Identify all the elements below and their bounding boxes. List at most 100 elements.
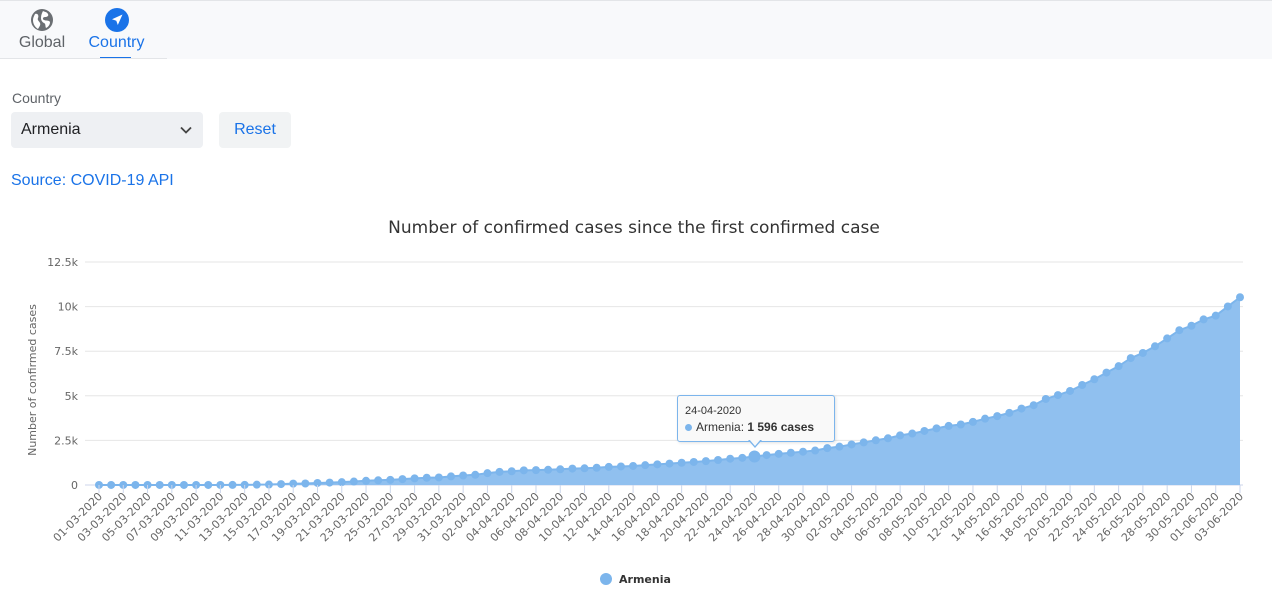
data-point[interactable] [471, 470, 480, 479]
data-point[interactable] [1211, 311, 1220, 320]
data-point[interactable] [1090, 375, 1099, 384]
data-point[interactable] [240, 480, 249, 489]
data-point[interactable] [459, 471, 468, 480]
data-point[interactable] [568, 464, 577, 473]
data-point-hovered[interactable] [748, 450, 761, 463]
data-point[interactable] [786, 448, 795, 457]
data-point[interactable] [204, 480, 213, 489]
data-point[interactable] [544, 465, 553, 474]
data-point[interactable] [981, 414, 990, 423]
data-point[interactable] [119, 480, 128, 489]
data-point[interactable] [167, 480, 176, 489]
data-point[interactable] [531, 466, 540, 475]
data-point[interactable] [507, 467, 516, 476]
data-point[interactable] [908, 429, 917, 438]
data-point[interactable] [495, 467, 504, 476]
data-point[interactable] [131, 480, 140, 489]
data-point[interactable] [398, 475, 407, 484]
data-point[interactable] [228, 480, 237, 489]
data-point[interactable] [289, 479, 298, 488]
data-point[interactable] [920, 426, 929, 435]
data-point[interactable] [1126, 354, 1135, 363]
data-point[interactable] [216, 480, 225, 489]
data-point[interactable] [1199, 315, 1208, 324]
data-point[interactable] [362, 476, 371, 485]
data-point[interactable] [143, 480, 152, 489]
source-link[interactable]: Source: COVID-19 API [11, 172, 174, 189]
data-point[interactable] [1175, 326, 1184, 335]
data-point[interactable] [313, 478, 322, 487]
data-point[interactable] [774, 449, 783, 458]
data-point[interactable] [349, 477, 358, 486]
data-point[interactable] [714, 456, 723, 465]
data-point[interactable] [701, 457, 710, 466]
data-point[interactable] [1041, 394, 1050, 403]
data-point[interactable] [107, 480, 116, 489]
data-point[interactable] [871, 436, 880, 445]
data-point[interactable] [337, 478, 346, 487]
data-point[interactable] [386, 475, 395, 484]
country-select[interactable]: Armenia [11, 112, 203, 148]
data-point[interactable] [629, 461, 638, 470]
data-point[interactable] [677, 458, 686, 467]
data-point[interactable] [580, 464, 589, 473]
data-point[interactable] [447, 472, 456, 481]
chart-legend[interactable]: Armenia [600, 573, 671, 586]
reset-button[interactable]: Reset [219, 112, 291, 148]
data-point[interactable] [616, 462, 625, 471]
data-point[interactable] [1151, 342, 1160, 351]
data-point[interactable] [1066, 386, 1075, 395]
data-point[interactable] [1053, 391, 1062, 400]
data-point[interactable] [604, 462, 613, 471]
data-point[interactable] [301, 479, 310, 488]
data-point[interactable] [264, 480, 273, 489]
data-point[interactable] [1114, 362, 1123, 371]
data-point[interactable] [968, 417, 977, 426]
data-point[interactable] [641, 461, 650, 470]
data-point[interactable] [1223, 302, 1232, 311]
data-point[interactable] [179, 480, 188, 489]
data-point[interactable] [1102, 368, 1111, 377]
data-point[interactable] [1236, 293, 1244, 302]
data-point[interactable] [823, 444, 832, 453]
data-point[interactable] [374, 476, 383, 485]
data-point[interactable] [726, 454, 735, 463]
data-point[interactable] [847, 440, 856, 449]
data-point[interactable] [410, 474, 419, 483]
legend-label-armenia[interactable]: Armenia [619, 573, 671, 586]
data-point[interactable] [1163, 334, 1172, 343]
data-point[interactable] [956, 420, 965, 429]
data-point[interactable] [665, 459, 674, 468]
data-point[interactable] [944, 421, 953, 430]
data-point[interactable] [434, 473, 443, 482]
data-point[interactable] [556, 465, 565, 474]
data-point[interactable] [689, 457, 698, 466]
series-points[interactable] [95, 293, 1244, 489]
data-point[interactable] [1029, 401, 1038, 410]
data-point[interactable] [325, 478, 334, 487]
data-point[interactable] [95, 480, 103, 489]
data-point[interactable] [653, 460, 662, 469]
data-point[interactable] [277, 480, 286, 489]
tab-country[interactable]: Country [83, 1, 150, 59]
tab-global[interactable]: Global [6, 1, 78, 59]
data-point[interactable] [1138, 348, 1147, 357]
data-point[interactable] [896, 431, 905, 440]
data-point[interactable] [422, 473, 431, 482]
data-point[interactable] [799, 447, 808, 456]
data-point[interactable] [483, 469, 492, 478]
data-point[interactable] [993, 412, 1002, 421]
data-point[interactable] [883, 434, 892, 443]
data-point[interactable] [192, 480, 201, 489]
data-point[interactable] [252, 480, 261, 489]
data-point[interactable] [835, 442, 844, 451]
data-point[interactable] [811, 446, 820, 455]
data-point[interactable] [859, 438, 868, 447]
data-point[interactable] [738, 453, 747, 462]
data-point[interactable] [932, 424, 941, 433]
data-point[interactable] [1005, 408, 1014, 417]
data-point[interactable] [1078, 380, 1087, 389]
data-point[interactable] [155, 480, 164, 489]
data-point[interactable] [1187, 321, 1196, 330]
data-point[interactable] [1017, 404, 1026, 413]
